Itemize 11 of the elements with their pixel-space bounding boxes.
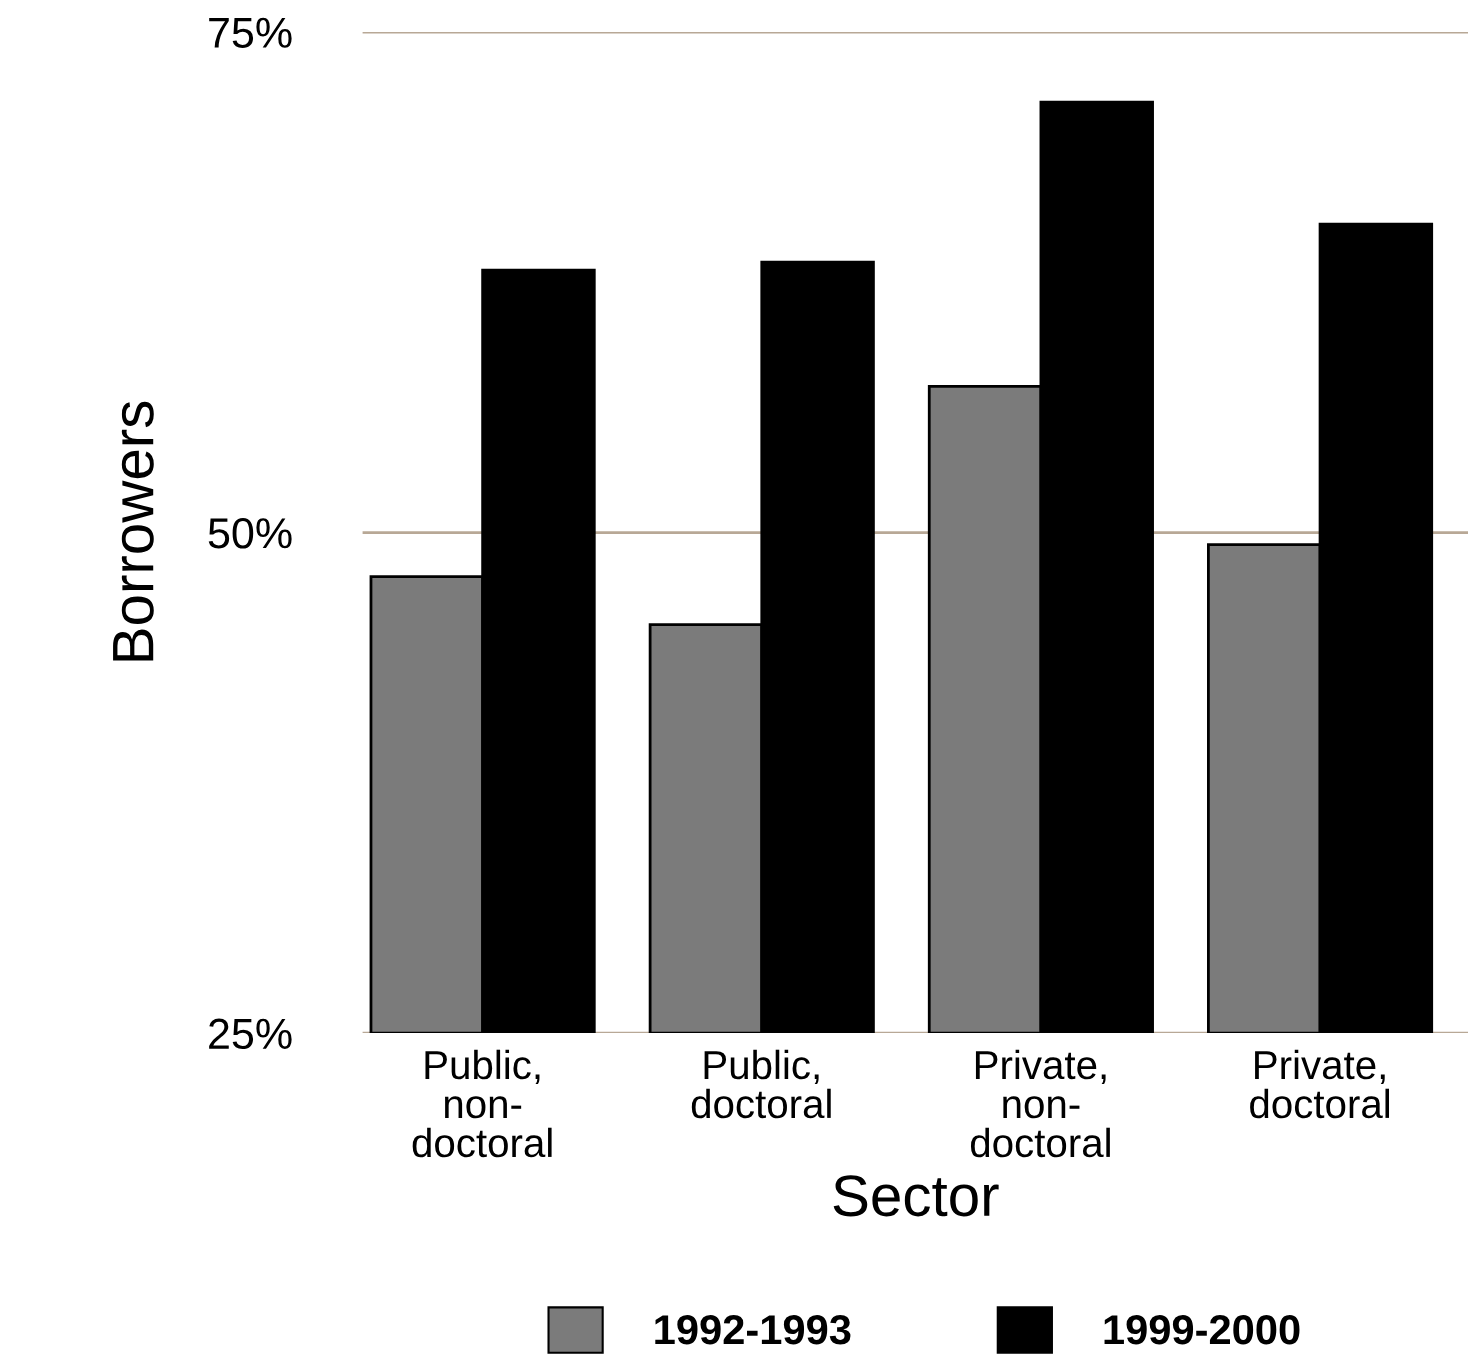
- x-axis-title: Sector: [833, 1175, 999, 1217]
- legend-label: 1999-2000: [1104, 1314, 1300, 1345]
- x-tick-label: Private, non- doctoral: [970, 1049, 1110, 1158]
- x-tick-label: Public, doctoral: [691, 1049, 831, 1119]
- x-tick-label: Public, non- doctoral: [412, 1049, 552, 1158]
- x-tick-label: Private, doctoral: [1250, 1049, 1390, 1119]
- y-tick-label: 75%: [209, 17, 292, 49]
- y-axis-title: Borrowers: [113, 401, 154, 661]
- y-tick-label: 50%: [208, 518, 292, 549]
- legend-label: 1992-1993: [655, 1314, 851, 1345]
- y-tick-label: 25%: [209, 1018, 292, 1050]
